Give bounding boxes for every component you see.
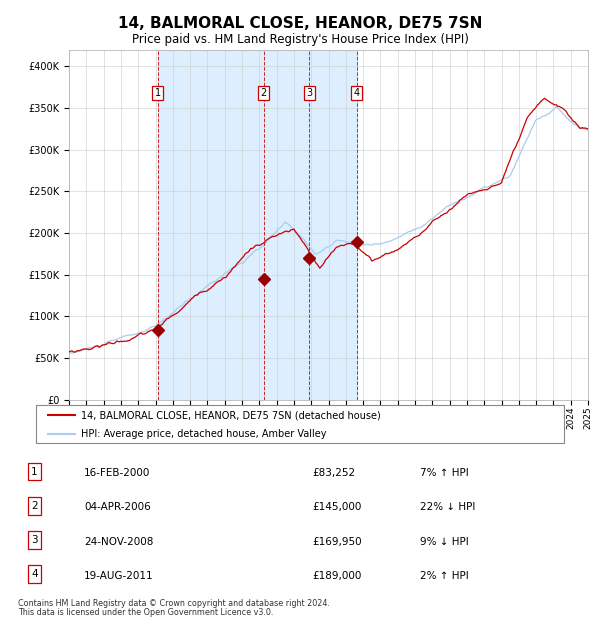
Bar [158,50,356,400]
Text: Contains HM Land Registry data © Crown copyright and database right 2024.: Contains HM Land Registry data © Crown c… [18,598,330,608]
Text: 4: 4 [31,569,38,579]
Text: 7% ↑ HPI: 7% ↑ HPI [420,468,469,478]
Text: 3: 3 [31,535,38,545]
Text: £145,000: £145,000 [312,502,361,512]
Text: £189,000: £189,000 [312,570,361,580]
Text: 1: 1 [155,88,161,98]
Text: 19-AUG-2011: 19-AUG-2011 [84,570,154,580]
Text: 2: 2 [31,501,38,511]
Text: 04-APR-2006: 04-APR-2006 [84,502,151,512]
Text: £169,950: £169,950 [312,536,362,546]
FancyBboxPatch shape [36,405,564,443]
Text: HPI: Average price, detached house, Amber Valley: HPI: Average price, detached house, Ambe… [81,428,326,439]
Text: 2% ↑ HPI: 2% ↑ HPI [420,570,469,580]
Text: This data is licensed under the Open Government Licence v3.0.: This data is licensed under the Open Gov… [18,608,274,617]
Text: 22% ↓ HPI: 22% ↓ HPI [420,502,475,512]
Text: 9% ↓ HPI: 9% ↓ HPI [420,536,469,546]
Text: 24-NOV-2008: 24-NOV-2008 [84,536,154,546]
Text: 4: 4 [353,88,360,98]
Text: Price paid vs. HM Land Registry's House Price Index (HPI): Price paid vs. HM Land Registry's House … [131,33,469,46]
Text: 14, BALMORAL CLOSE, HEANOR, DE75 7SN (detached house): 14, BALMORAL CLOSE, HEANOR, DE75 7SN (de… [81,410,380,420]
Text: 16-FEB-2000: 16-FEB-2000 [84,468,151,478]
Text: 2: 2 [260,88,267,98]
Text: 14, BALMORAL CLOSE, HEANOR, DE75 7SN: 14, BALMORAL CLOSE, HEANOR, DE75 7SN [118,16,482,30]
Text: £83,252: £83,252 [312,468,355,478]
Text: 1: 1 [31,467,38,477]
Text: 3: 3 [307,88,313,98]
